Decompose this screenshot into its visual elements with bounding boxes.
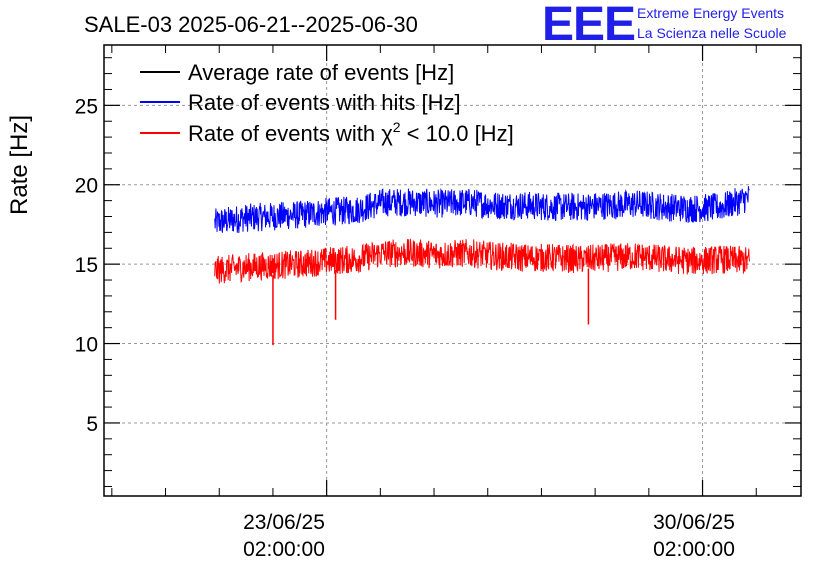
logo-mark: EEE [542, 0, 635, 51]
legend: Average rate of events [Hz] Rate of even… [140, 60, 514, 146]
plot-frame [103, 44, 802, 497]
legend-chi2-suffix: < 10.0 [Hz] [401, 121, 514, 146]
x-tick-label-date-1: 23/06/25 [243, 511, 325, 534]
legend-chi2-prefix: Rate of events with χ [188, 121, 393, 146]
logo-line2: La Scienza nelle Scuole [637, 25, 787, 41]
legend-label-avg: Average rate of events [Hz] [188, 60, 454, 85]
series-line-2 [214, 238, 751, 284]
chart-title: SALE-03 2025-06-21--2025-06-30 [84, 12, 418, 37]
series-layer [214, 186, 751, 346]
y-tick-label: 5 [86, 413, 98, 436]
minor-ticks [104, 45, 801, 496]
x-tick-label-time-1: 02:00:00 [243, 538, 325, 561]
legend-label-chi2: Rate of events with χ2 < 10.0 [Hz] [188, 119, 514, 146]
x-tick-labels: 23/06/25 02:00:00 30/06/25 02:00:00 [243, 511, 735, 561]
series-line-1 [214, 186, 750, 233]
eee-logo: EEE Extreme Energy Events La Scienza nel… [542, 0, 787, 51]
x-tick-label-date-2: 30/06/25 [653, 511, 735, 534]
legend-label-hits: Rate of events with hits [Hz] [188, 90, 461, 115]
y-tick-label: 15 [75, 254, 98, 277]
y-tick-label: 20 [75, 175, 98, 198]
x-tick-label-time-2: 02:00:00 [653, 538, 735, 561]
legend-chi2-sup: 2 [393, 119, 401, 135]
y-axis-label: Rate [Hz] [6, 115, 33, 215]
y-tick-labels: 5 10 15 20 25 [75, 95, 98, 436]
y-tick-label: 25 [75, 95, 98, 118]
logo-line1: Extreme Energy Events [637, 5, 784, 21]
y-tick-label: 10 [75, 334, 98, 357]
